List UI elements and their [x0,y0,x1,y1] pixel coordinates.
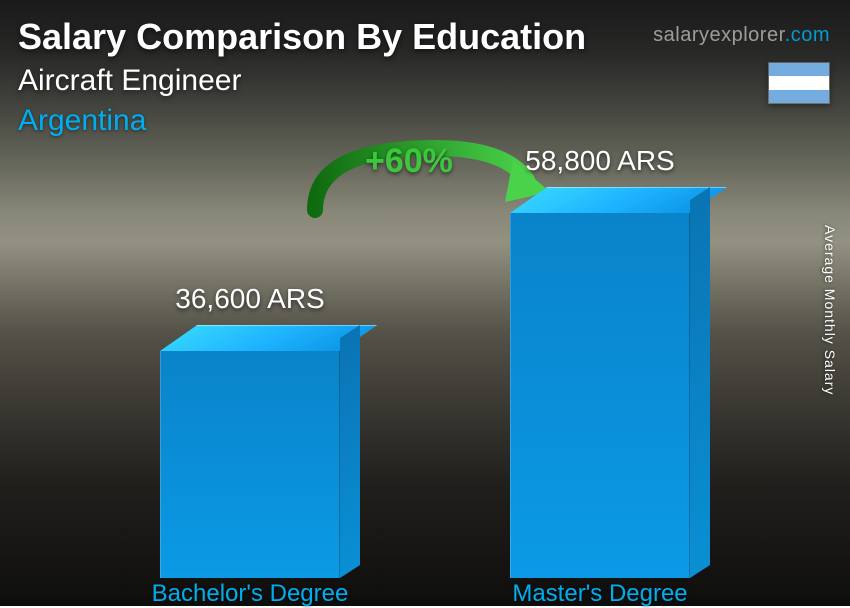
page-title: Salary Comparison By Education [18,16,586,58]
bar-master [510,187,690,578]
bar-group-bachelor: 36,600 ARS Bachelor's Degree [160,325,340,578]
watermark: salaryexplorer.com [653,24,830,47]
bar-side-face [340,325,360,578]
flag-stripe-top [769,63,829,76]
bar-label-master: Master's Degree [512,580,687,608]
bar-value-master: 58,800 ARS [525,145,674,177]
watermark-text: salaryexplorer [653,24,785,46]
argentina-flag-icon [768,62,830,104]
bar-value-bachelor: 36,600 ARS [175,283,324,315]
bar-front-face [510,213,690,578]
bar-front-face [160,351,340,578]
chart-area: 36,600 ARS Bachelor's Degree 58,800 ARS … [0,136,850,606]
flag-stripe-mid [769,76,829,89]
flag-stripe-bot [769,90,829,103]
country-label: Argentina [18,104,146,138]
bar-group-master: 58,800 ARS Master's Degree [510,187,690,578]
bar-side-face [690,187,710,578]
infographic-canvas: Salary Comparison By Education Aircraft … [0,0,850,606]
job-title: Aircraft Engineer [18,64,241,98]
bar-label-bachelor: Bachelor's Degree [152,580,349,608]
bar-bachelor [160,325,340,578]
watermark-suffix: .com [785,24,830,46]
